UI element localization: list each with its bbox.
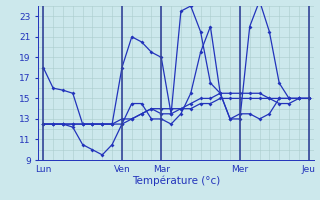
X-axis label: Température (°c): Température (°c) — [132, 175, 220, 186]
